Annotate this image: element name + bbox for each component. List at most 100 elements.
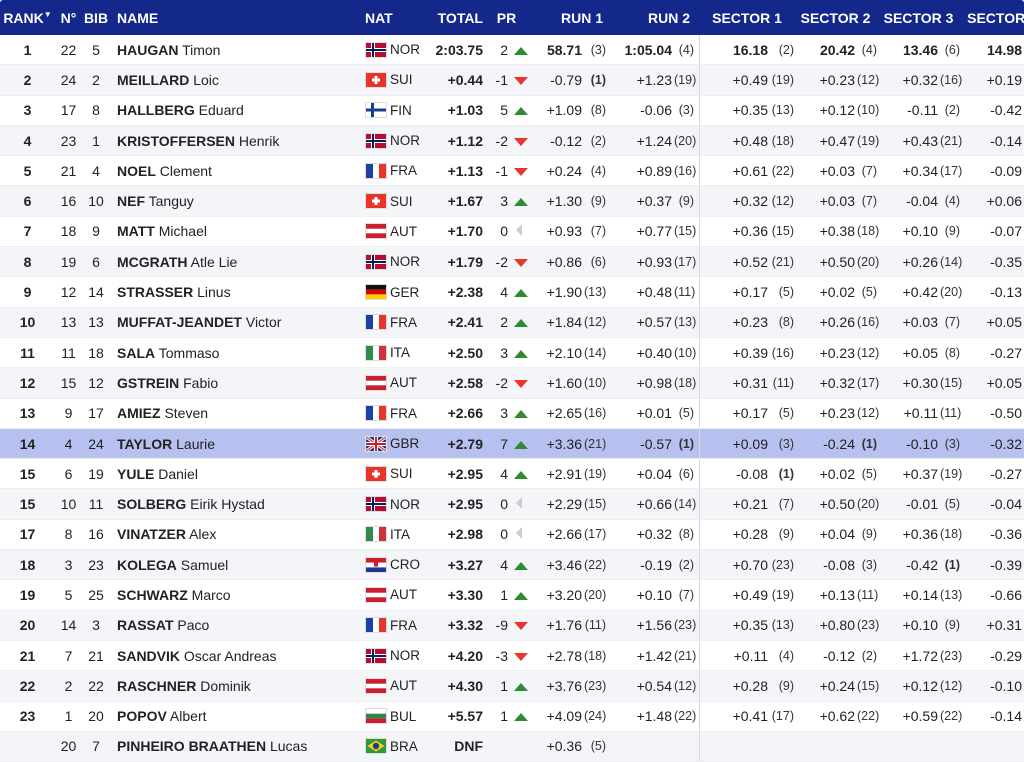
column-header-name[interactable]: NAME [117, 9, 159, 26]
table-row[interactable]: 20 7 PINHEIRO BRAATHEN Lucas BRA DNF +0.36 (5) [0, 731, 1024, 762]
sector3-time: +0.11 [903, 405, 938, 422]
table-row[interactable]: 21 7 21 SANDVIK Oscar Andreas NOR +4.20 -3 +2.7… [0, 640, 1024, 672]
last-name: KRISTOFFERSEN [117, 132, 235, 149]
athlete-name-link[interactable]: HAUGAN Timon [110, 42, 362, 58]
table-row[interactable]: 14 4 24 TAYLOR Laurie GBR +2.79 7 +3.36 (21) -0.5… [0, 428, 1024, 460]
athlete-name-link[interactable]: AMIEZ Steven [110, 405, 362, 421]
run1-time: +1.76 [546, 617, 582, 634]
athlete-name-link[interactable]: MATT Michael [110, 223, 362, 239]
s3r-position: (6) [944, 42, 960, 57]
table-row[interactable]: 9 12 14 STRASSER Linus GER +2.38 4 +1.90 (13) +0.… [0, 277, 1024, 308]
table-row[interactable]: 18 3 23 KOLEGA Samuel CRO +3.27 4 +3.46 (22) -0.1… [0, 550, 1024, 581]
bib: 2 [92, 71, 100, 88]
r2r-position: (2) [678, 557, 694, 572]
column-header-run2[interactable]: RUN 2 [647, 9, 690, 26]
column-divider [694, 610, 700, 640]
trend-up-icon [514, 713, 528, 722]
position-change: 3 [500, 193, 508, 210]
table-row[interactable]: 2 24 2 MEILLARD Loic SUI +0.44 -1 -0.79 (1) +1.23… [0, 65, 1024, 96]
sector2-time: +0.04 [819, 526, 855, 543]
sector1-time: +0.28 [732, 677, 768, 694]
table-row[interactable]: 19 5 25 SCHWARZ Marco AUT +3.30 1 +3.20 (20) +0.1… [0, 580, 1024, 611]
sector2-time: +0.02 [819, 465, 855, 482]
athlete-name-link[interactable]: RASSAT Paco [110, 617, 362, 633]
position-change: -9 [495, 617, 508, 634]
athlete-name-link[interactable]: STRASSER Linus [110, 284, 362, 300]
first-name: Clement [159, 162, 212, 179]
column-header-sector2[interactable]: SECTOR 2 [800, 9, 871, 26]
s2r-position: (17) [857, 375, 880, 390]
table-row[interactable]: 15 6 19 YULE Daniel SUI +2.95 4 +2.91 (19) +0.04(… [0, 459, 1024, 490]
table-row[interactable]: 17 8 16 VINATZER Alex ITA +2.98 0 +2.66 (17) +0.3… [0, 519, 1024, 551]
total-time: 2:03.75 [435, 41, 483, 58]
column-header-sector3[interactable]: SECTOR 3 [883, 9, 954, 26]
athlete-name-link[interactable]: SCHWARZ Marco [110, 587, 362, 603]
athlete-name-link[interactable]: SOLBERG Eirik Hystad [110, 496, 362, 512]
athlete-name-link[interactable]: NEF Tanguy [110, 193, 362, 209]
r1r-position: (20) [584, 587, 607, 602]
table-row[interactable]: 22 2 22 RASCHNER Dominik AUT +4.30 1 +3.76 (23) +… [0, 671, 1024, 702]
column-header-no[interactable]: N° [60, 9, 77, 26]
table-row[interactable]: 1 22 5 HAUGAN Timon NOR 2:03.75 2 58.71 (3) 1:05.… [0, 35, 1024, 66]
table-row[interactable]: 15 10 11 SOLBERG Eirik Hystad NOR +2.95 0 +2.29… [0, 489, 1024, 520]
column-header-bib[interactable]: BIB [83, 9, 109, 26]
table-row[interactable]: 20 14 3 RASSAT Paco FRA +3.32 -9 +1.76 (11) +1.56… [0, 610, 1024, 641]
athlete-name-link[interactable]: HALLBERG Eduard [110, 102, 362, 118]
table-row[interactable]: 6 16 10 NEF Tanguy SUI +1.67 3 +1.30 (9) +0.37 (9)… [0, 186, 1024, 217]
athlete-name-link[interactable]: YULE Daniel [110, 466, 362, 482]
flag-sui-icon [362, 193, 388, 210]
table-row[interactable]: 5 21 4 NOEL Clement FRA +1.13 -1 +0.24 (4) +0.89(… [0, 156, 1024, 187]
athlete-name-link[interactable]: SANDVIK Oscar Andreas [110, 648, 362, 664]
column-header-sector1[interactable]: SECTOR 1 [712, 9, 782, 26]
s1r-position: (12) [771, 194, 794, 209]
table-row[interactable]: 23 1 20 POPOV Albert BUL +5.57 1 +4.09 (24) +1.48… [0, 701, 1024, 732]
athlete-name-link[interactable]: KRISTOFFERSEN Henrik [110, 133, 362, 149]
sector2-time: +0.13 [819, 586, 855, 603]
column-header-sector4[interactable]: SECTOR 4 [967, 9, 1024, 26]
s2r-position: (4) [861, 42, 877, 57]
table-row[interactable]: 7 18 9 MATT Michael AUT +1.70 0 +0.93 (7) +0.77 (1… [0, 216, 1024, 248]
column-header-nat[interactable]: NAT [365, 9, 393, 26]
r1r-position: (4) [590, 163, 606, 178]
r1r-position: (1) [590, 72, 606, 87]
table-row[interactable]: 13 9 17 AMIEZ Steven FRA +2.66 3 +2.65 (16) +0.01… [0, 398, 1024, 429]
athlete-name-link[interactable]: GSTREIN Fabio [110, 375, 362, 391]
athlete-name-link[interactable]: POPOV Albert [110, 708, 362, 724]
column-header-total[interactable]: TOTAL [437, 9, 483, 26]
sector2-time: +0.47 [819, 132, 855, 149]
total-time: +2.66 [447, 405, 483, 422]
athlete-name-link[interactable]: MEILLARD Loic [110, 72, 362, 88]
table-row[interactable]: 3 17 8 HALLBERG Eduard FIN +1.03 5 +1.09 (8) -0.0… [0, 95, 1024, 126]
table-row[interactable]: 12 15 12 GSTREIN Fabio AUT +2.58 -2 +1.60 (10) +0… [0, 368, 1024, 399]
s3r-position: (17) [940, 163, 963, 178]
start-number: 14 [60, 617, 77, 634]
table-row[interactable]: 10 13 13 MUFFAT-JEANDET Victor FRA +2.41 2 +1.8… [0, 307, 1024, 338]
trend-up-icon [514, 198, 528, 207]
column-header-run1[interactable]: RUN 1 [560, 9, 603, 26]
rank: 11 [20, 344, 35, 361]
table-row[interactable]: 4 23 1 KRISTOFFERSEN Henrik NOR +1.12 -2 -0.12 (… [0, 125, 1024, 157]
column-header-rank[interactable]: RANK▼ [0, 10, 55, 26]
bib: 13 [88, 314, 104, 331]
athlete-name-link[interactable]: PINHEIRO BRAATHEN Lucas [110, 738, 362, 754]
position-change: -1 [495, 71, 508, 88]
table-row[interactable]: 11 11 18 SALA Tommaso ITA +2.50 3 +2.10 (14) +0.4… [0, 337, 1024, 369]
athlete-name-link[interactable]: KOLEGA Samuel [110, 557, 362, 573]
column-header-pr[interactable]: PR [496, 9, 517, 26]
athlete-name-link[interactable]: NOEL Clement [110, 163, 362, 179]
trend-up-icon [514, 470, 528, 479]
sector3-time: +0.14 [902, 586, 938, 603]
s3r-position: (3) [944, 436, 960, 451]
sector2-time: +0.12 [819, 102, 855, 119]
table-row[interactable]: 8 19 6 MCGRATH Atle Lie NOR +1.79 -2 +0.86 (6) +0… [0, 247, 1024, 278]
sector1-time: +0.28 [732, 526, 768, 543]
athlete-name-link[interactable]: SALA Tommaso [110, 345, 362, 361]
nation: SUI [390, 193, 413, 209]
s2r-position: (2) [861, 648, 877, 663]
athlete-name-link[interactable]: RASCHNER Dominik [110, 678, 362, 694]
run2-time: +0.10 [636, 586, 672, 603]
athlete-name-link[interactable]: TAYLOR Laurie [110, 436, 362, 452]
athlete-name-link[interactable]: VINATZER Alex [110, 526, 362, 542]
athlete-name-link[interactable]: MCGRATH Atle Lie [110, 254, 362, 270]
athlete-name-link[interactable]: MUFFAT-JEANDET Victor [110, 314, 362, 330]
